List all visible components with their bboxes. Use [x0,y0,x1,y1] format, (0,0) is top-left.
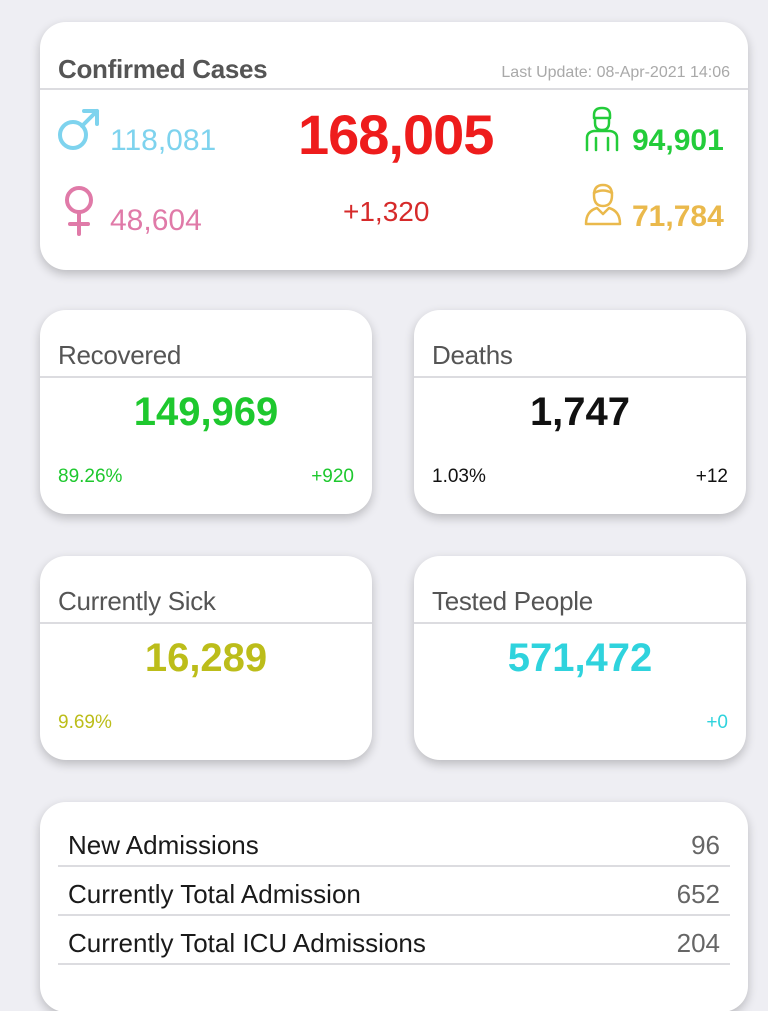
deaths-title: Deaths [432,340,513,370]
tested-people-change: +0 [706,712,728,733]
confirmed-divider [40,88,748,90]
admissions-card: New Admissions 96 Currently Total Admiss… [40,802,748,1011]
admission-label: Currently Total Admission [68,879,361,909]
last-update-label: Last Update: 08-Apr-2021 14:06 [501,64,730,81]
admission-value: 204 [676,928,720,958]
currently-sick-divider [40,622,372,624]
tested-people-divider [414,622,746,624]
recovered-title: Recovered [58,340,182,370]
recovered-change: +920 [311,466,354,487]
new-confirmed-count: +1,320 [343,196,430,227]
tested-people-count: 571,472 [507,636,653,680]
admission-value: 652 [676,879,720,909]
confirmed-cases-card: Confirmed Cases Last Update: 08-Apr-2021… [40,22,748,270]
recovered-divider [40,376,372,378]
male-count: 118,081 [110,124,217,157]
deaths-change: +12 [695,466,728,487]
admission-value: 96 [691,830,720,860]
currently-sick-percent: 9.69% [58,712,112,733]
currently-sick-card: Currently Sick 16,289 9.69% [40,556,372,760]
admission-row-icu: Currently Total ICU Admissions 204 [58,916,730,965]
confirmed-cases-title: Confirmed Cases [58,54,268,84]
admission-row-total: Currently Total Admission 652 [58,867,730,916]
admission-row-new: New Admissions 96 [58,818,730,867]
recovered-percent: 89.26% [58,466,123,487]
deaths-count: 1,747 [529,390,631,434]
admission-label: New Admissions [68,830,259,860]
total-confirmed-count: 168,005 [298,103,494,166]
recovered-count: 149,969 [133,390,279,434]
person-icon [584,183,622,226]
currently-sick-count: 16,289 [144,636,268,680]
workers-count: 94,901 [632,124,724,157]
citizens-count: 71,784 [632,200,724,233]
deaths-percent: 1.03% [432,466,486,487]
male-symbol-icon [58,109,99,150]
deaths-card: Deaths 1,747 1.03% +12 [414,310,746,514]
tested-people-card: Tested People 571,472 +0 [414,556,746,760]
deaths-divider [414,376,746,378]
female-count: 48,604 [110,204,202,237]
currently-sick-title: Currently Sick [58,586,216,616]
recovered-card: Recovered 149,969 89.26% +920 [40,310,372,514]
tested-people-title: Tested People [432,586,593,616]
female-symbol-icon [65,186,93,236]
admission-label: Currently Total ICU Admissions [68,928,426,958]
worker-person-icon [585,106,619,152]
